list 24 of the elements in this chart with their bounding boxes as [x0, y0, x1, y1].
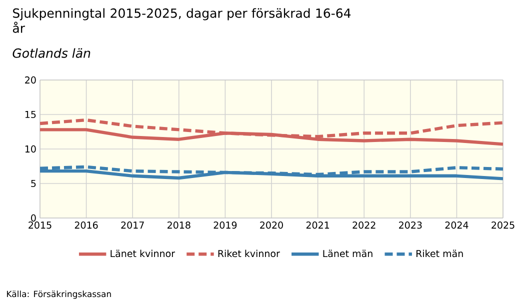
legend-label: Riket kvinnor	[218, 250, 280, 258]
x-tick-label: 2023	[399, 222, 422, 229]
line-series	[40, 165, 504, 176]
x-tick-label: 2022	[352, 222, 376, 229]
x-tick-label: 2020	[260, 222, 283, 229]
x-tick-label: 2024	[445, 222, 468, 229]
x-tick-label: 2019	[214, 222, 237, 229]
legend-label: Länet kvinnor	[110, 250, 176, 258]
y-tick-label: 0	[31, 214, 36, 222]
x-tick-label: 2017	[121, 222, 144, 229]
x-tick-label: 2021	[306, 222, 330, 229]
legend-label: Riket män	[416, 250, 463, 258]
text: Källa: Försäkringskassan	[7, 290, 111, 299]
x-tick-label: 2018	[168, 222, 190, 229]
y-tick-label: 15	[25, 110, 36, 118]
chart-subtitle: Gotlands län	[12, 48, 90, 58]
y-tick-label: 5	[31, 180, 36, 188]
x-tick-label: 2025	[492, 222, 514, 229]
y-tick-label: 10	[25, 145, 36, 153]
x-tick-label: 2016	[74, 222, 98, 229]
x-tick-label: 2015	[28, 222, 52, 229]
chart-title: Sjukpenningtal 2015-2025, dagar per försäkrad 16-64 år	[12, 8, 351, 33]
legend-label: Länet män	[323, 250, 372, 258]
y-tick-label: 20	[25, 76, 36, 84]
